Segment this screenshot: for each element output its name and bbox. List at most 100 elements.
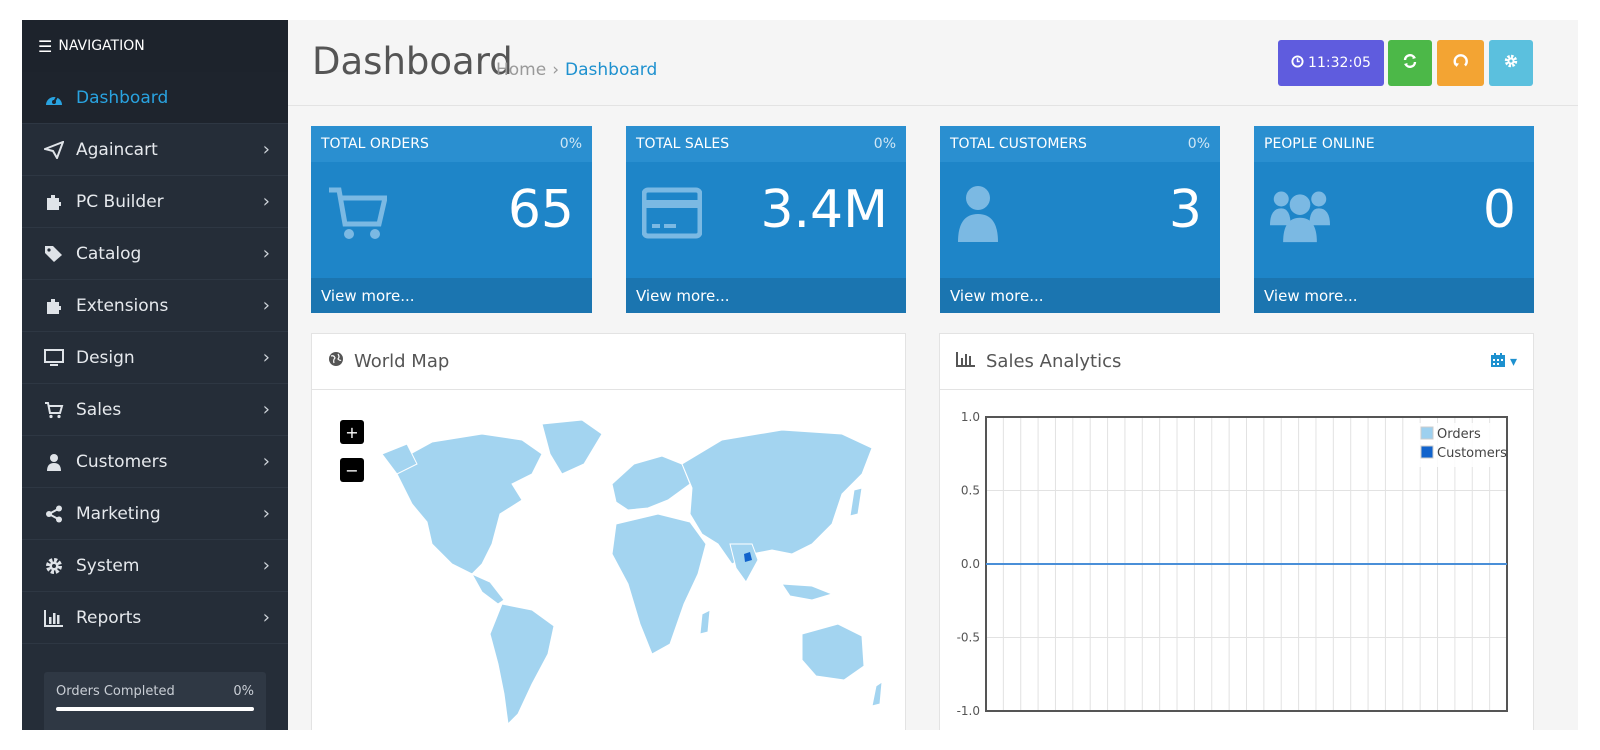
world-map[interactable]	[372, 404, 892, 730]
calendar-icon	[1490, 352, 1506, 372]
desktop-icon	[44, 348, 64, 368]
panel-title: Sales Analytics	[986, 351, 1122, 372]
map-region-africa	[611, 513, 707, 655]
caret-down-icon: ▾	[1509, 354, 1517, 370]
chevron-right-icon: ›	[262, 347, 270, 368]
sidebar-item-label: Design	[76, 347, 135, 368]
panel-title: World Map	[354, 351, 450, 372]
cart-icon	[329, 187, 387, 239]
tile-percent: 0%	[873, 136, 896, 152]
tile-view-more-link[interactable]: View more...	[311, 278, 592, 313]
map-region-europe	[611, 455, 691, 511]
sidebar-item-label: Customers	[76, 451, 168, 472]
sidebar-item-pc-builder[interactable]: PC Builder ›	[22, 176, 288, 228]
clock-time: 11:32:05	[1308, 55, 1371, 71]
tile-view-more-link[interactable]: View more...	[626, 278, 906, 313]
date-range-dropdown[interactable]: ▾	[1490, 352, 1517, 372]
orders-completed-progress: Orders Completed 0%	[44, 672, 266, 730]
menu-bars-icon[interactable]: ☰	[38, 36, 53, 56]
tile-value: 0	[1482, 180, 1516, 240]
bar-chart-icon	[956, 351, 976, 372]
tile-people-online: PEOPLE ONLINE 0 View more...	[1254, 126, 1534, 313]
sidebar-heading[interactable]: ☰ NAVIGATION	[22, 20, 288, 72]
sidebar-item-sales[interactable]: Sales ›	[22, 384, 288, 436]
chevron-right-icon: ›	[262, 399, 270, 420]
map-zoom-out-button[interactable]: −	[340, 458, 364, 482]
chevron-right-icon: ›	[262, 451, 270, 472]
tile-value: 3.4M	[760, 180, 888, 240]
user-icon	[44, 452, 64, 472]
map-region-alaska	[381, 443, 418, 475]
share-icon	[44, 504, 64, 524]
sidebar-item-label: Sales	[76, 399, 122, 420]
world-map-panel: World Map + −	[311, 333, 906, 730]
tile-title: PEOPLE ONLINE	[1264, 136, 1375, 152]
sidebar-item-design[interactable]: Design ›	[22, 332, 288, 384]
breadcrumb-home[interactable]: Home	[496, 60, 547, 80]
tile-title: TOTAL SALES	[636, 136, 730, 152]
tile-view-more-link[interactable]: View more...	[1254, 278, 1534, 313]
page-title: Dashboard	[312, 40, 513, 83]
sidebar-item-dashboard[interactable]: Dashboard	[22, 72, 288, 124]
tags-icon	[44, 244, 64, 264]
dashboard-icon	[44, 88, 64, 108]
tile-value: 3	[1168, 180, 1202, 240]
sync-button[interactable]	[1437, 40, 1484, 86]
sidebar-item-label: Catalog	[76, 243, 142, 264]
progress-bar	[56, 707, 254, 711]
sidebar-item-catalog[interactable]: Catalog ›	[22, 228, 288, 280]
gear-icon	[44, 556, 64, 576]
app-frame: ☰ NAVIGATION Dashboard Againcart › PC Bu…	[22, 20, 1578, 730]
progress-value: 0%	[233, 684, 254, 699]
sidebar-item-customers[interactable]: Customers ›	[22, 436, 288, 488]
y-tick-label: 0.0	[961, 557, 980, 571]
sidebar-item-reports[interactable]: Reports ›	[22, 592, 288, 644]
bar-chart-icon	[44, 608, 64, 628]
tile-title: TOTAL ORDERS	[321, 136, 429, 152]
paper-plane-icon	[44, 140, 64, 160]
breadcrumb-current[interactable]: Dashboard	[565, 60, 658, 80]
page-header: Dashboard Home › Dashboard 11:32:05	[288, 20, 1578, 106]
map-region-madagascar	[699, 609, 711, 635]
chevron-right-icon: ›	[262, 243, 270, 264]
chevron-right-icon: ›	[262, 607, 270, 628]
y-tick-label: 0.5	[961, 484, 980, 498]
map-region-south-america	[489, 603, 555, 726]
legend-swatch	[1420, 426, 1434, 440]
sync-icon	[1453, 53, 1469, 73]
breadcrumb-separator: ›	[552, 60, 560, 80]
sidebar-item-extensions[interactable]: Extensions ›	[22, 280, 288, 332]
map-region-asia	[681, 429, 873, 565]
progress-label: Orders Completed	[56, 684, 175, 699]
globe-icon	[328, 351, 344, 372]
tile-title: TOTAL CUSTOMERS	[950, 136, 1087, 152]
tile-total-orders: TOTAL ORDERS 0% 65 View more...	[311, 126, 592, 313]
map-region-greenland	[541, 419, 603, 475]
refresh-button[interactable]	[1388, 40, 1432, 86]
legend-label: Customers	[1437, 446, 1507, 461]
map-region-indonesia	[781, 583, 834, 601]
map-region-new-zealand	[871, 681, 883, 707]
credit-card-icon	[642, 187, 702, 239]
users-icon	[1270, 191, 1330, 243]
tile-percent: 0%	[559, 136, 582, 152]
breadcrumb: Home › Dashboard	[496, 60, 657, 80]
map-zoom-in-button[interactable]: +	[340, 420, 364, 444]
sidebar-item-againcart[interactable]: Againcart ›	[22, 124, 288, 176]
y-tick-label: -0.5	[957, 631, 980, 645]
sidebar-item-system[interactable]: System ›	[22, 540, 288, 592]
cart-icon	[44, 400, 64, 420]
clock-button[interactable]: 11:32:05	[1278, 40, 1384, 86]
sidebar-item-label: Againcart	[76, 139, 158, 160]
chevron-right-icon: ›	[262, 295, 270, 316]
settings-button[interactable]	[1489, 40, 1533, 86]
sidebar-item-marketing[interactable]: Marketing ›	[22, 488, 288, 540]
tile-percent: 0%	[1187, 136, 1210, 152]
user-icon	[958, 186, 998, 242]
y-tick-label: -1.0	[957, 704, 980, 718]
map-region-japan	[849, 487, 863, 517]
tile-total-sales: TOTAL SALES 0% 3.4M View more...	[626, 126, 906, 313]
map-region-australia	[801, 623, 865, 681]
tile-value: 65	[507, 180, 574, 240]
tile-view-more-link[interactable]: View more...	[940, 278, 1220, 313]
